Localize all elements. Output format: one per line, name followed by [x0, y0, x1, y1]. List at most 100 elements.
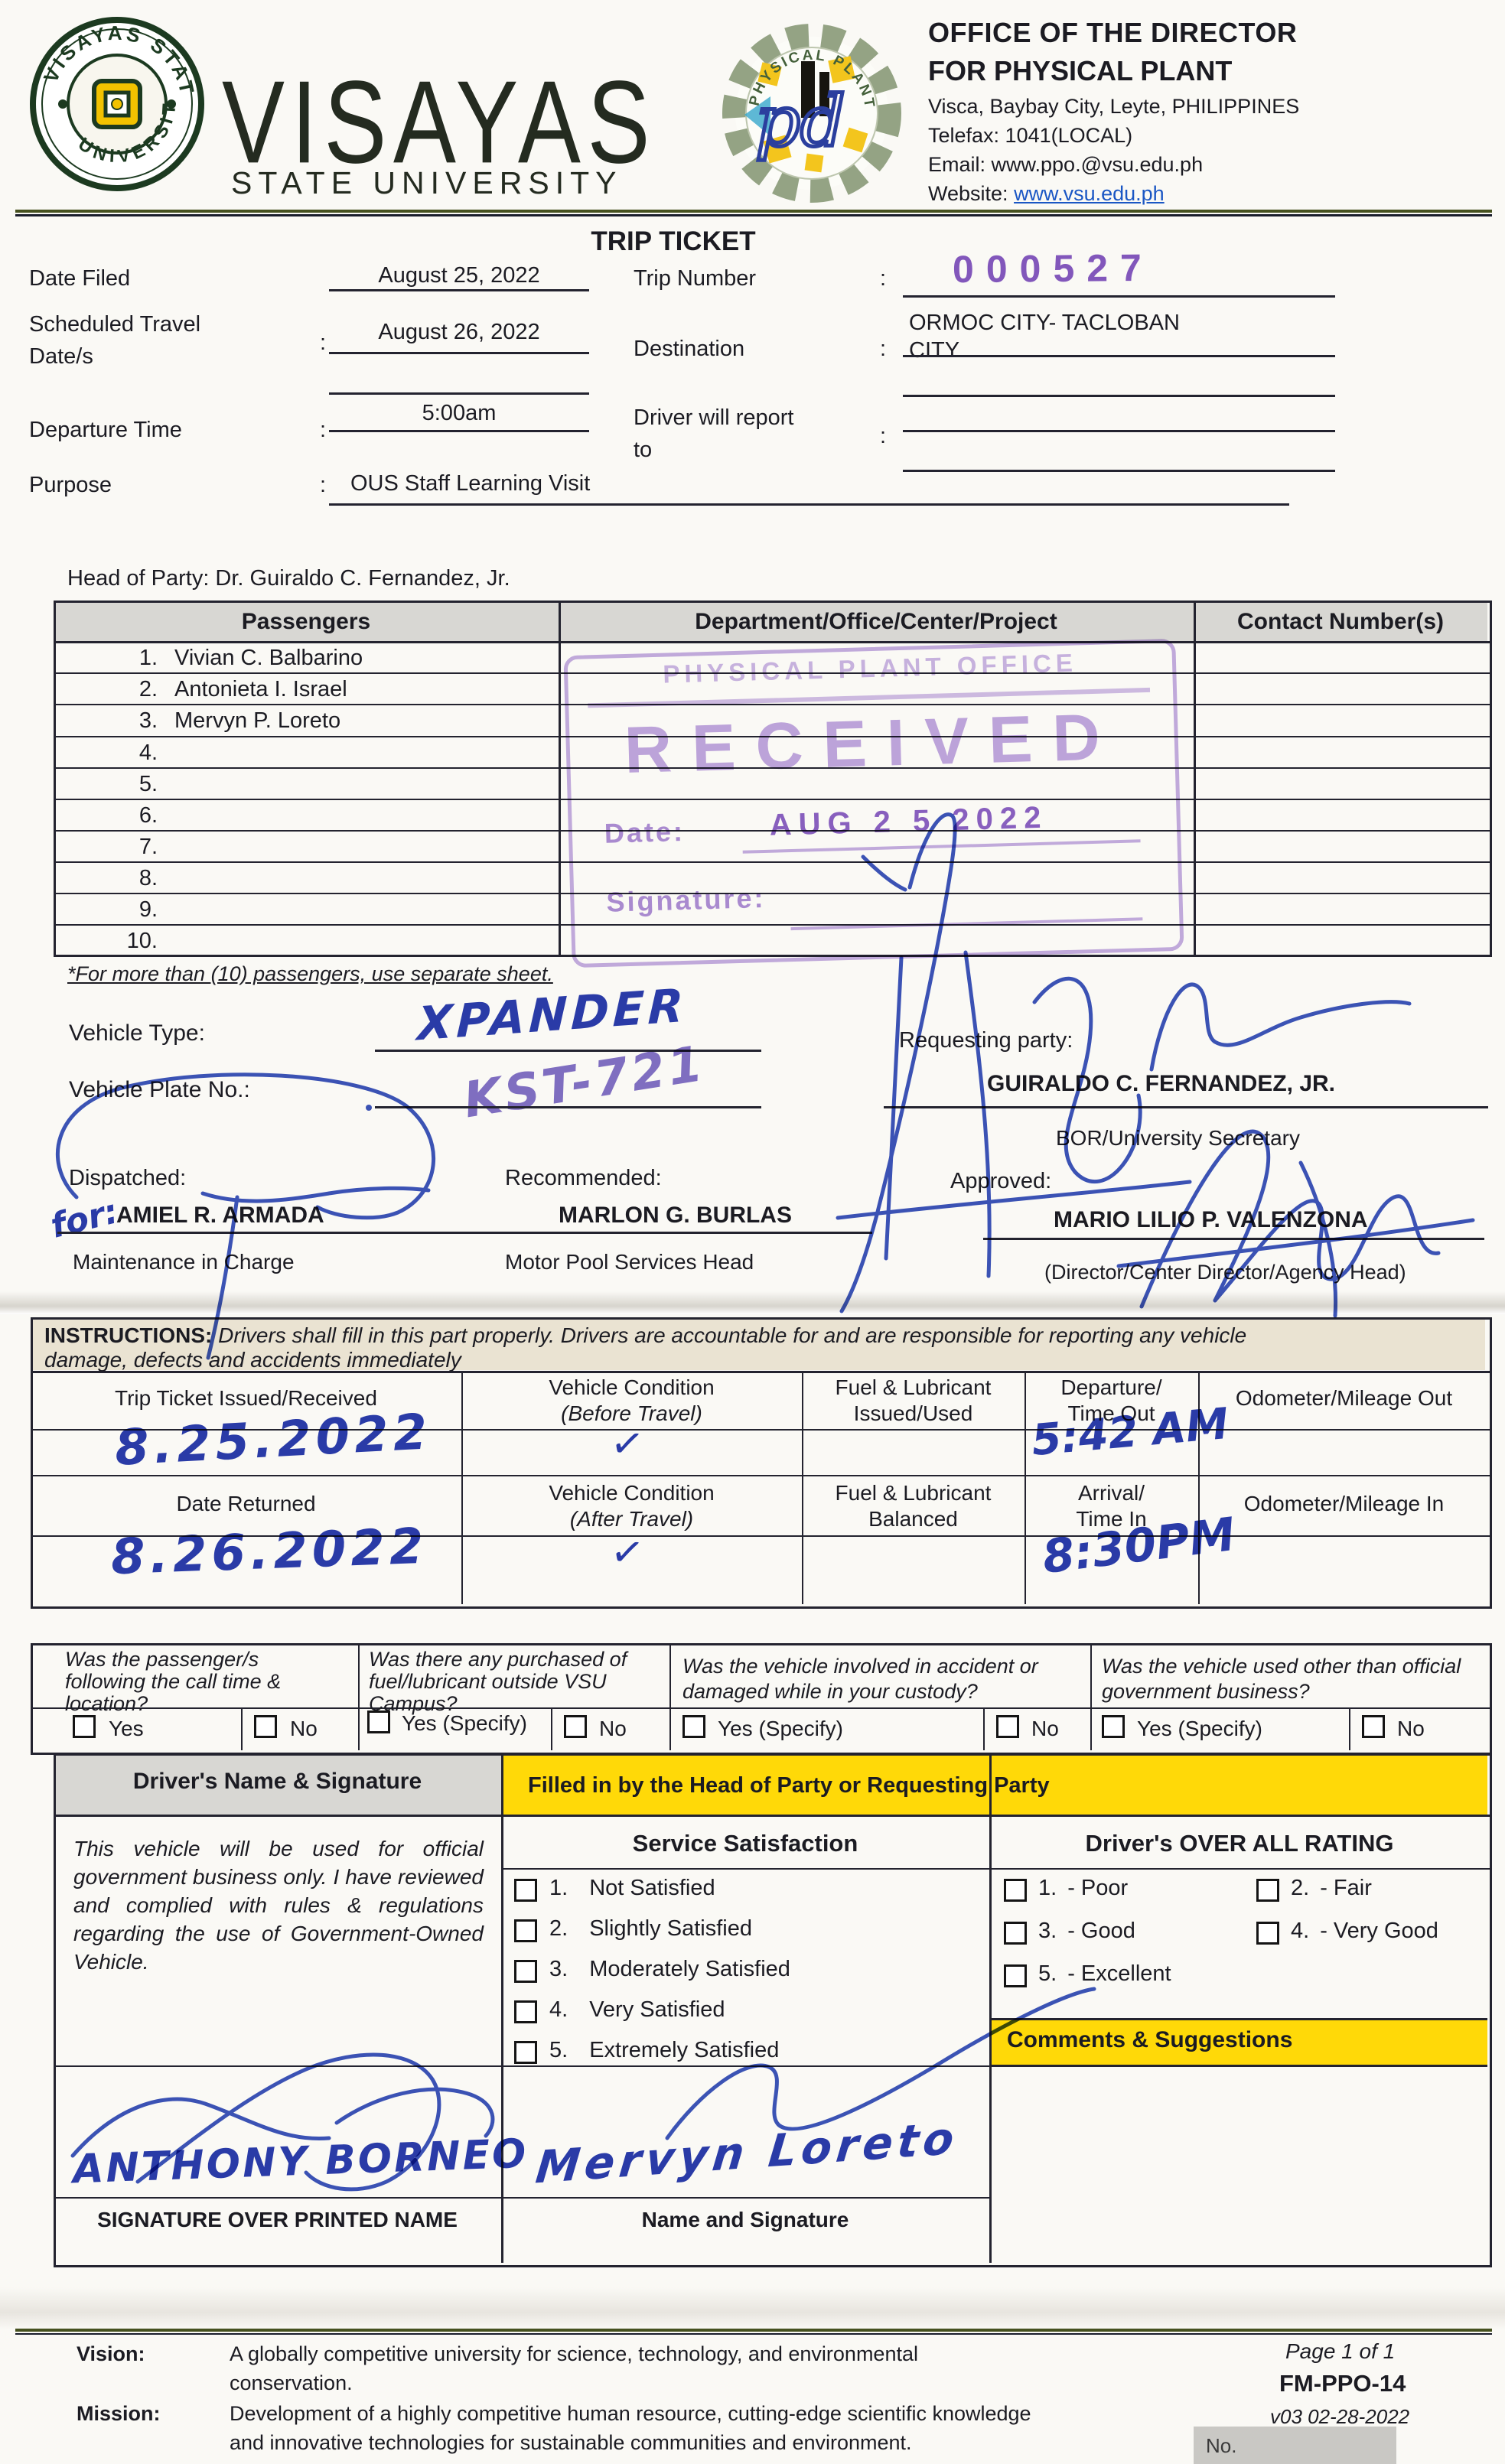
service-4-no: 4. [549, 1997, 568, 2022]
received-stamp: PHYSICAL PLANT OFFICE RECEIVED Date: AUG… [563, 638, 1184, 968]
rating-3-checkbox [1004, 1922, 1027, 1945]
recommended-line [497, 1232, 872, 1234]
fuel-used-header-line1: Fuel & Lubricant [835, 1375, 992, 1399]
rating-4-label: - Very Good [1320, 1919, 1438, 1943]
service-3-no: 3. [549, 1957, 568, 1981]
office-name-line1: OFFICE OF THE DIRECTOR [928, 17, 1298, 48]
passenger-row: 2. Antonieta I. Israel [138, 677, 347, 701]
bottom-section [54, 1753, 1492, 2267]
destination-label: Destination [634, 337, 745, 361]
destination-value-line1: ORMOC CITY- TACLOBAN [909, 311, 1180, 335]
mission-line2: and innovative technologies for sustaina… [230, 2431, 912, 2454]
vehicle-type-line [375, 1050, 761, 1052]
office-website-link[interactable]: www.vsu.edu.ph [1014, 182, 1165, 205]
question-4-text: Was the vehicle used other than official… [1102, 1655, 1461, 1703]
dispatched-label: Dispatched: [69, 1166, 187, 1190]
passenger-row: 3. Mervyn P. Loreto [138, 708, 341, 733]
rating-5-label: - Excellent [1067, 1961, 1171, 1986]
requesting-party-label: Requesting party: [899, 1028, 1073, 1053]
dispatched-line [57, 1232, 536, 1234]
vision-line2: conservation. [230, 2371, 353, 2394]
dispatched-title: Maintenance in Charge [73, 1250, 295, 1274]
rating-1-no: 1. [1038, 1876, 1057, 1900]
q4-yes-checkbox [1102, 1715, 1125, 1738]
service-2-checkbox [514, 1919, 537, 1942]
paper-shadow [0, 2287, 1505, 2329]
rating-4-no: 4. [1291, 1919, 1310, 1943]
scheduled-label-line1: Scheduled Travel [29, 312, 201, 337]
office-address: Visca, Baybay City, Leyte, PHILIPPINES [928, 95, 1300, 118]
vision-line1: A globally competitive university for sc… [230, 2342, 918, 2365]
form-version: v03 02-28-2022 [1270, 2405, 1410, 2428]
overall-rating-header: Driver's OVER ALL RATING [1085, 1830, 1394, 1857]
q1-no-checkbox [254, 1715, 277, 1738]
signature-requesting-party [1149, 982, 1412, 1072]
fuel-used-header-line2: Issued/Used [853, 1401, 973, 1425]
stamp-office-text: PHYSICAL PLANT OFFICE [662, 648, 1078, 688]
arrival-header-line1: Arrival/ [1077, 1481, 1145, 1505]
departure-header-line2: Time Out [1067, 1401, 1155, 1425]
driver-pledge: This vehicle will be used for official g… [73, 1837, 484, 1974]
passenger-row: 10. [126, 929, 158, 953]
purpose-value: OUS Staff Learning Visit [350, 471, 591, 496]
page-number: Page 1 of 1 [1285, 2339, 1396, 2363]
odometer-out-header: Odometer/Mileage Out [1235, 1386, 1453, 1410]
passenger-table [54, 601, 1492, 957]
approved-title: (Director/Center Director/Agency Head) [1044, 1261, 1406, 1284]
driver-footer-label: SIGNATURE OVER PRINTED NAME [97, 2208, 458, 2231]
driver-report-label-line1: Driver will report [634, 405, 794, 430]
rating-5-no: 5. [1038, 1961, 1057, 1986]
q3-no-label: No [1031, 1717, 1059, 1740]
footer-no-label: No. [1206, 2434, 1237, 2457]
col-header-contact: Contact Number(s) [1236, 609, 1444, 634]
scheduled-line [329, 352, 589, 354]
service-1-label: Not Satisfied [589, 1876, 715, 1900]
vision-label: Vision: [77, 2342, 145, 2365]
approved-label: Approved: [950, 1169, 1052, 1193]
passenger-row: 9. [138, 897, 158, 922]
header-rule-dark [15, 214, 1492, 216]
ppo-logo: PHYSICAL PLANT OFFICE pd [715, 17, 901, 203]
paper-seam [0, 1291, 1505, 1314]
q4-no-checkbox [1362, 1715, 1385, 1738]
trip-log-table [31, 1317, 1492, 1609]
passenger-row: 6. [138, 803, 158, 828]
ppo-monogram: pd [755, 80, 845, 162]
scheduled-line-extra [329, 392, 589, 395]
returned-date-written: 8.26.2022 [109, 1518, 429, 1587]
rating-2-no: 2. [1291, 1876, 1310, 1900]
vehicle-plate-line [375, 1106, 761, 1108]
driver-report-line [903, 430, 1335, 432]
service-3-checkbox [514, 1960, 537, 1983]
service-1-no: 1. [549, 1876, 568, 1900]
q3-no-checkbox [996, 1715, 1019, 1738]
office-name-line2: FOR PHYSICAL PLANT [928, 55, 1233, 86]
trip-number-line [903, 295, 1335, 298]
service-2-label: Slightly Satisfied [589, 1916, 752, 1941]
office-email: Email: www.ppo.@vsu.edu.ph [928, 153, 1204, 176]
recommended-label: Recommended: [505, 1166, 662, 1190]
q2-no-label: No [599, 1717, 627, 1740]
service-4-label: Very Satisfied [589, 1997, 725, 2022]
scheduled-value: August 26, 2022 [378, 320, 540, 344]
mission-label: Mission: [77, 2402, 161, 2425]
service-5-no: 5. [549, 2038, 568, 2062]
col-header-department: Department/Office/Center/Project [695, 609, 1057, 634]
rating-2-label: - Fair [1320, 1876, 1372, 1900]
requesting-party-name: GUIRALDO C. FERNANDEZ, JR. [987, 1071, 1336, 1096]
form-code: FM-PPO-14 [1279, 2370, 1406, 2397]
university-wordmark-sub: STATE UNIVERSITY [231, 165, 623, 200]
vsu-seal: VISAYAS STATE UNIVERSITY [29, 11, 204, 191]
passenger-row: 1. Vivian C. Balbarino [138, 646, 363, 670]
fuel-balanced-header-line1: Fuel & Lubricant [835, 1481, 992, 1505]
date-filed-label: Date Filed [29, 266, 131, 291]
arrival-header-line2: Time In [1076, 1507, 1147, 1531]
footer-no-box [1194, 2427, 1396, 2464]
after-travel-check: ✓ [608, 1528, 647, 1578]
issued-header: Trip Ticket Issued/Received [115, 1386, 377, 1410]
requesting-party-title: BOR/University Secretary [1056, 1126, 1300, 1150]
passenger-row: 5. [138, 772, 158, 796]
q3-yes-label: Yes (Specify) [718, 1717, 843, 1740]
rating-2-checkbox [1256, 1879, 1279, 1902]
